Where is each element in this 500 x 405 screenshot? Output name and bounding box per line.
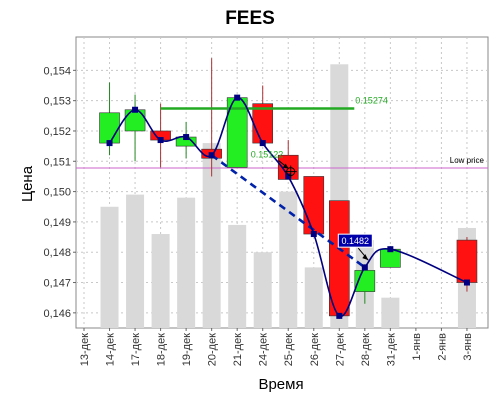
candle-body <box>124 109 146 132</box>
volume-bar <box>151 234 170 328</box>
volume-bar <box>100 206 119 328</box>
candle-body <box>277 154 299 180</box>
y-tick-label: 0,151 <box>43 156 71 168</box>
volume-bar <box>228 224 247 328</box>
volume-bar <box>381 297 400 328</box>
callout-box-label: 0.1482 <box>342 236 370 246</box>
price-point <box>259 140 266 147</box>
y-tick-label: 0,146 <box>43 308 71 320</box>
y-axis-label: Цена <box>19 165 36 202</box>
candle-body <box>456 239 478 283</box>
volume-bar <box>279 191 298 328</box>
x-tick-label: 31-дек <box>385 333 397 366</box>
x-tick-label: 17-дек <box>130 333 142 366</box>
x-tick-label: 1-янв <box>411 333 423 361</box>
price-point <box>387 246 394 253</box>
price-point <box>208 152 215 159</box>
volume-bar <box>126 194 145 328</box>
x-tick-label: 26-дек <box>309 333 321 366</box>
candle-body <box>328 200 350 317</box>
price-point <box>132 106 139 113</box>
y-tick-label: 0,148 <box>43 247 71 259</box>
price-point <box>183 134 190 141</box>
price-point <box>463 279 470 286</box>
candle-body <box>303 176 325 235</box>
trend-line <box>210 154 366 269</box>
x-tick-label: 27-дек <box>334 333 346 366</box>
y-tick-label: 0,150 <box>43 187 71 199</box>
x-tick-label: 13-дек <box>79 333 91 366</box>
x-tick-label: 14-дек <box>105 333 117 366</box>
volume-bar <box>202 143 221 328</box>
y-tick-label: 0,152 <box>43 126 71 138</box>
level-line-label: 0.15274 <box>355 96 388 106</box>
y-tick-label: 0,154 <box>43 65 71 77</box>
callout-top-label: 0.15122 <box>251 150 284 160</box>
x-tick-label: 28-дек <box>360 333 372 366</box>
y-tick-label: 0,153 <box>43 96 71 108</box>
x-tick-label: 20-дек <box>207 333 219 366</box>
callout-box <box>337 233 373 248</box>
y-tick-label: 0,149 <box>43 217 71 229</box>
x-tick-label: 21-дек <box>232 333 244 366</box>
y-tick-label: 0,147 <box>43 278 71 290</box>
callout-top-arrowhead <box>282 163 289 169</box>
chart-title: FEES <box>225 8 275 29</box>
volume-bar <box>253 252 272 328</box>
price-point <box>285 173 292 180</box>
volume-bar <box>304 267 323 328</box>
x-tick-label: 24-дек <box>258 333 270 366</box>
x-tick-label: 2-янв <box>436 333 448 361</box>
volume-bar <box>177 197 196 328</box>
price-point <box>157 137 164 144</box>
price-point <box>106 140 113 147</box>
low-price-label: Low price <box>450 156 485 165</box>
price-point <box>310 231 317 238</box>
x-tick-label: 19-дек <box>181 333 193 366</box>
x-tick-label: 25-дек <box>283 333 295 366</box>
candle-body <box>99 112 120 144</box>
x-axis-label: Время <box>258 376 303 393</box>
plot-area: Low price 0.15274 0.15122 0.1482 0,146 0,147 0… <box>43 36 489 366</box>
price-point <box>336 312 343 319</box>
price-point <box>234 94 241 101</box>
x-tick-label: 3-янв <box>462 333 474 361</box>
callout-box-arrowhead <box>362 254 369 261</box>
price-point <box>361 264 368 271</box>
x-tick-label: 18-дек <box>156 333 168 366</box>
